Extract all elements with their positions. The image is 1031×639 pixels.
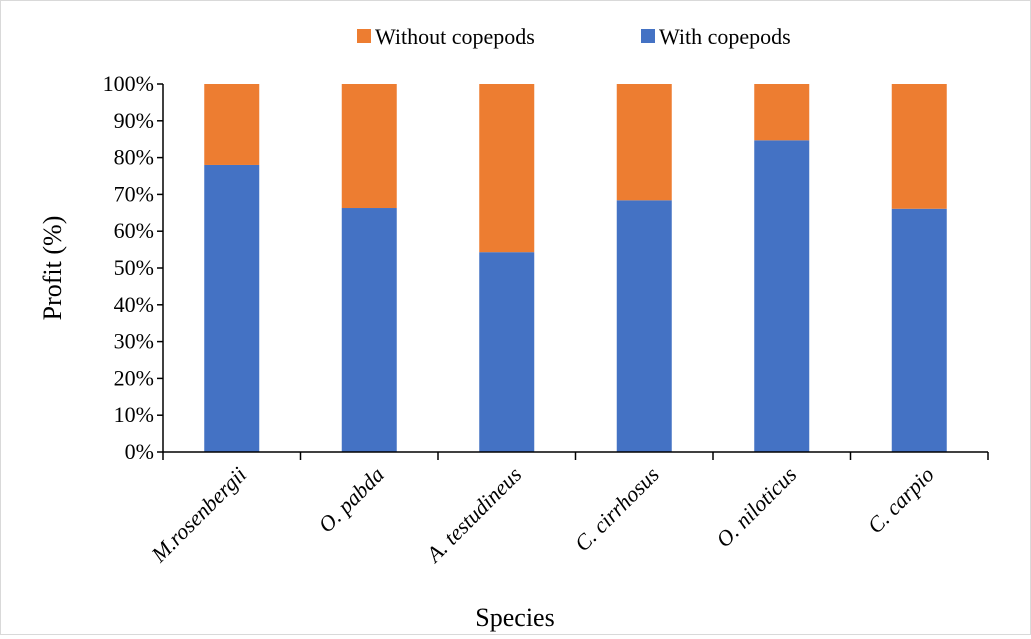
x-tick-label: C. cirrhosus: [569, 462, 663, 556]
y-tick-labels: 0% 10% 20% 30% 40% 50% 60% 70% 80% 90% 100%: [103, 71, 154, 464]
y-tick-label: 60%: [114, 218, 154, 243]
bar-without-copepods-0: [204, 84, 260, 165]
bar-with-copepods-5: [891, 208, 947, 452]
y-tick-label: 80%: [114, 145, 154, 170]
legend-label: Without copepods: [375, 24, 535, 49]
legend: Without copepods With copepods: [357, 24, 791, 49]
y-tick-label: 10%: [114, 402, 154, 427]
bar-with-copepods-3: [616, 200, 672, 452]
x-axis-title: Species: [475, 603, 554, 632]
x-tick-labels: M.rosenbergii O. pabda A. testudineus C. ci…: [145, 462, 938, 568]
y-tick-label: 90%: [114, 108, 154, 133]
x-tick-label: A. testudineus: [420, 462, 526, 568]
bar-without-copepods-5: [891, 84, 947, 209]
y-tick-label: 20%: [114, 365, 154, 390]
y-axis-title: Profit (%): [38, 216, 67, 321]
legend-label: With copepods: [659, 24, 791, 49]
bar-without-copepods-2: [479, 84, 535, 253]
bar-without-copepods-1: [341, 84, 397, 209]
y-tick-label: 50%: [114, 255, 154, 280]
y-tick-label: 0%: [125, 439, 154, 464]
legend-swatch: [357, 29, 371, 43]
x-tick-label: M.rosenbergii: [145, 462, 251, 568]
x-tick-label: C. carpio: [862, 462, 938, 538]
x-tick-label: O. pabda: [313, 462, 389, 538]
y-tick-label: 40%: [114, 292, 154, 317]
legend-swatch: [641, 29, 655, 43]
bar-with-copepods-0: [204, 164, 260, 452]
bar-without-copepods-4: [754, 84, 810, 141]
bar-without-copepods-3: [616, 84, 672, 201]
axes: [157, 83, 989, 460]
y-tick-label: 100%: [103, 71, 154, 96]
bar-with-copepods-2: [479, 252, 535, 452]
y-tick-label: 70%: [114, 181, 154, 206]
bar-with-copepods-4: [754, 140, 810, 452]
bars: [204, 84, 947, 452]
x-tick-label: O. niloticus: [711, 462, 801, 552]
bar-with-copepods-1: [341, 208, 397, 452]
y-tick-label: 30%: [114, 329, 154, 354]
